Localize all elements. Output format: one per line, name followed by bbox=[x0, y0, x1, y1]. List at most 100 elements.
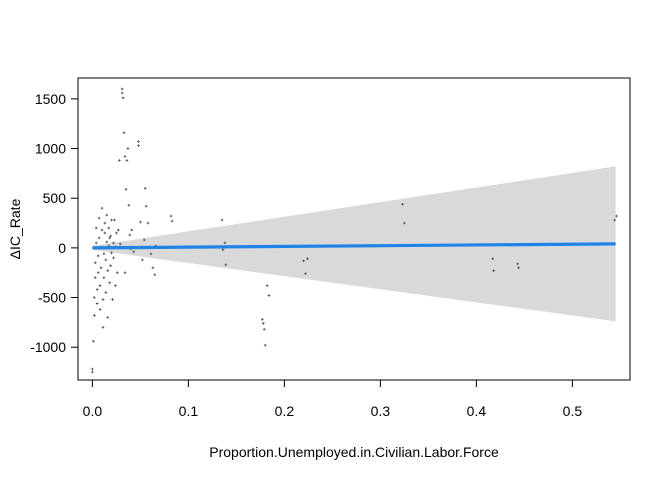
data-point bbox=[103, 231, 107, 235]
data-point bbox=[304, 272, 307, 276]
data-point bbox=[91, 370, 94, 374]
fit-line bbox=[92, 242, 616, 250]
data-point bbox=[100, 206, 104, 210]
y-tick-label: 1500 bbox=[35, 91, 66, 107]
data-point bbox=[112, 256, 115, 260]
data-point bbox=[112, 241, 115, 245]
data-point bbox=[517, 266, 520, 270]
data-point bbox=[102, 252, 106, 256]
data-point bbox=[130, 228, 134, 232]
fit-line-layer bbox=[92, 242, 616, 250]
data-point bbox=[113, 218, 116, 222]
data-point bbox=[120, 91, 124, 95]
data-point bbox=[109, 234, 112, 238]
data-point bbox=[95, 288, 99, 291]
data-point bbox=[261, 322, 265, 325]
data-point bbox=[98, 308, 102, 311]
data-point bbox=[144, 204, 148, 208]
data-point bbox=[149, 252, 153, 256]
data-point bbox=[110, 251, 113, 255]
data-point bbox=[117, 228, 120, 232]
data-point bbox=[123, 271, 127, 275]
data-point bbox=[127, 203, 131, 207]
x-tick-label: 0.5 bbox=[563, 403, 583, 419]
data-point bbox=[124, 187, 128, 191]
data-point bbox=[224, 263, 228, 267]
data-point bbox=[95, 302, 99, 305]
data-point bbox=[115, 231, 118, 235]
y-tick-label: -500 bbox=[38, 290, 66, 306]
data-point bbox=[93, 314, 96, 317]
confidence-band-layer bbox=[92, 166, 616, 322]
data-point bbox=[265, 284, 269, 287]
data-point bbox=[118, 242, 122, 246]
data-point bbox=[93, 296, 96, 299]
x-tick-label: 0.4 bbox=[467, 403, 487, 419]
data-point bbox=[103, 221, 107, 225]
y-tick-label: 0 bbox=[58, 240, 66, 256]
data-point bbox=[169, 214, 173, 218]
data-point bbox=[117, 159, 121, 162]
data-point bbox=[126, 147, 130, 150]
y-tick-label: 500 bbox=[43, 190, 67, 206]
y-axis: -1000 -500 0 500 1000 1500 bbox=[30, 91, 79, 355]
data-point bbox=[139, 220, 142, 224]
data-point bbox=[94, 226, 98, 230]
data-point bbox=[105, 240, 109, 244]
data-point bbox=[106, 316, 110, 319]
data-point bbox=[114, 284, 117, 287]
data-point bbox=[146, 221, 150, 225]
x-axis-title: Proportion.Unemployed.in.Civilian.Labor.… bbox=[209, 444, 499, 460]
data-point bbox=[101, 298, 105, 301]
data-point bbox=[96, 271, 100, 275]
data-point bbox=[97, 236, 101, 240]
data-point bbox=[125, 159, 129, 162]
data-point bbox=[96, 254, 100, 258]
data-point bbox=[516, 262, 519, 266]
data-point bbox=[263, 343, 267, 347]
data-point bbox=[615, 214, 618, 218]
data-point bbox=[137, 140, 140, 143]
data-point bbox=[104, 291, 108, 294]
data-point bbox=[106, 269, 110, 273]
data-point bbox=[128, 233, 132, 237]
data-point bbox=[491, 257, 495, 261]
data-point bbox=[100, 228, 104, 232]
data-point bbox=[93, 261, 97, 265]
data-point bbox=[261, 318, 264, 321]
x-tick-label: 0.2 bbox=[275, 403, 295, 419]
data-point bbox=[99, 266, 103, 270]
data-point bbox=[101, 326, 105, 329]
data-point bbox=[267, 294, 271, 297]
x-axis: 0.0 0.1 0.2 0.3 0.4 0.5 bbox=[83, 379, 583, 419]
confidence-band bbox=[92, 166, 616, 322]
data-point bbox=[104, 258, 108, 262]
data-point bbox=[91, 367, 94, 371]
data-point bbox=[97, 216, 101, 220]
y-tick-label: -1000 bbox=[30, 339, 66, 355]
data-point bbox=[401, 202, 404, 206]
data-point bbox=[151, 266, 155, 270]
data-point bbox=[613, 218, 616, 222]
data-point bbox=[122, 131, 126, 134]
data-point bbox=[220, 218, 224, 222]
data-point bbox=[153, 273, 157, 276]
data-point bbox=[107, 226, 111, 230]
data-point bbox=[116, 271, 119, 275]
data-point bbox=[92, 339, 95, 343]
x-tick-label: 0.1 bbox=[179, 403, 199, 419]
data-point bbox=[108, 236, 111, 240]
data-point bbox=[121, 96, 125, 100]
data-point bbox=[306, 257, 309, 261]
data-point bbox=[223, 241, 227, 245]
data-point bbox=[170, 219, 174, 223]
data-point bbox=[262, 328, 266, 331]
data-point bbox=[93, 276, 97, 279]
data-point bbox=[109, 264, 112, 268]
data-point bbox=[110, 218, 113, 222]
y-tick-label: 1000 bbox=[35, 141, 66, 157]
x-tick-label: 0.0 bbox=[83, 403, 103, 419]
x-tick-label: 0.3 bbox=[371, 403, 391, 419]
data-point bbox=[141, 258, 144, 262]
